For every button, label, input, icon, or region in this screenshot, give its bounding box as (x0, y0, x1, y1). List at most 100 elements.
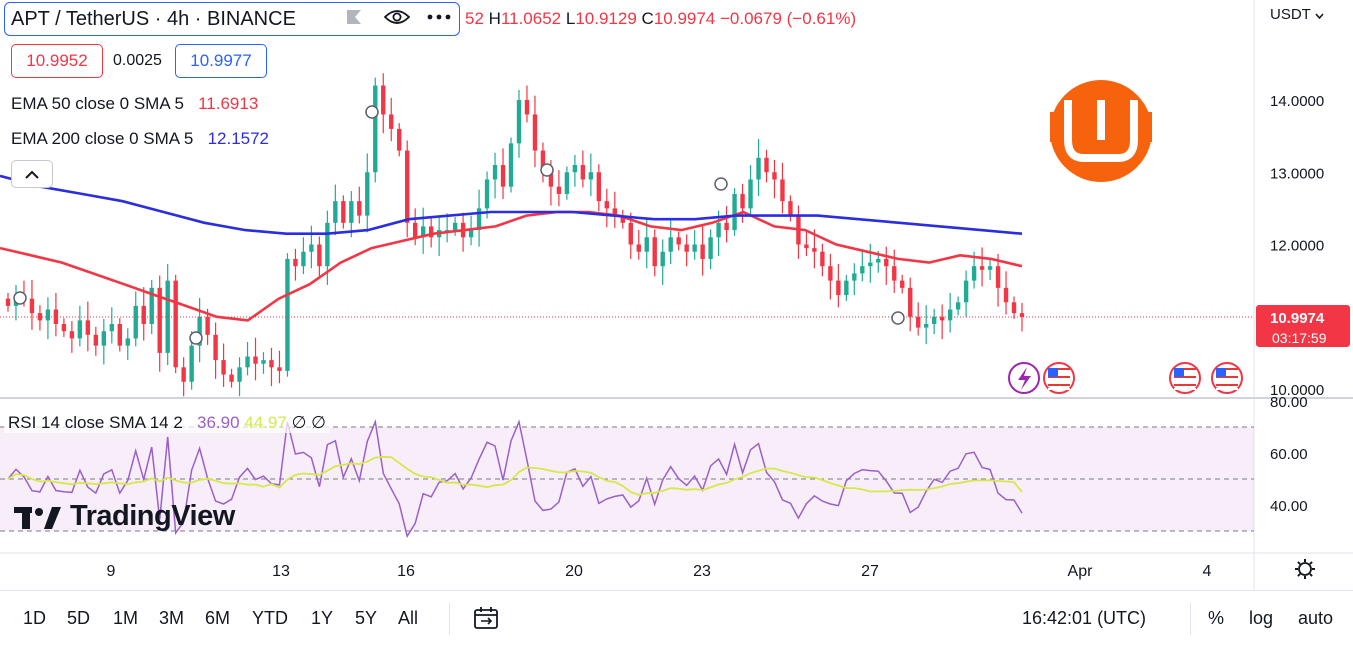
log-toggle[interactable]: log (1249, 608, 1274, 628)
tradingview-logo-text: TradingView (70, 500, 235, 532)
tradingview-logo-icon (14, 506, 61, 529)
candle-body (923, 323, 929, 328)
candle-body (428, 226, 434, 238)
tf-5y[interactable]: 5Y (355, 608, 378, 628)
candle-body (764, 157, 769, 173)
tf-ytd[interactable]: YTD (252, 608, 288, 628)
candle-body (45, 309, 51, 321)
buy-price-button[interactable]: 10.9977 (175, 44, 267, 78)
rsi-tick-label: 40.00 (1270, 498, 1308, 515)
candle-body (876, 258, 881, 263)
spread-value: 0.0025 (113, 52, 162, 69)
rsi-value: 36.90 (197, 413, 240, 432)
candle-body (117, 323, 122, 346)
settings-gear-icon[interactable] (1295, 559, 1315, 579)
tf-1y[interactable]: 1Y (311, 608, 334, 628)
candle-body (955, 302, 961, 310)
tf-6m[interactable]: 6M (205, 608, 231, 628)
candle-body (612, 208, 617, 216)
lightning-event-icon (1008, 362, 1040, 394)
candle-body (444, 230, 450, 232)
candle-body (181, 367, 186, 382)
price-tick-label: 14.0000 (1270, 93, 1324, 110)
candle-body (476, 208, 482, 231)
flag-stripe (1216, 388, 1238, 390)
candle-body (101, 331, 107, 346)
flag-stripe (1216, 376, 1238, 378)
candle-body (931, 316, 937, 324)
candle-body (900, 280, 905, 288)
candle-body (157, 287, 162, 353)
flag-stripe (1048, 380, 1070, 382)
flag-stripe (1216, 368, 1238, 370)
ema50-legend[interactable]: EMA 50 close 0 SMA 5 11.6913 (11, 94, 258, 114)
gear-center (1298, 562, 1312, 576)
last-price-tag (1256, 304, 1350, 347)
candle-body (668, 237, 673, 252)
candle-body (349, 201, 354, 223)
time-tick-label: 23 (693, 563, 711, 580)
tf-5d[interactable]: 5D (67, 608, 91, 628)
rsi-legend[interactable]: RSI 14 close SMA 14 2 36.90 44.97 ∅ ∅ (4, 413, 330, 433)
candle-body (844, 280, 849, 296)
flag-stripe (1048, 368, 1070, 370)
candle-body (237, 367, 242, 382)
tradingview-logo[interactable]: TradingView (14, 500, 235, 533)
utc-clock[interactable]: 16:42:01 (UTC) (1022, 608, 1147, 628)
candle-body (29, 298, 35, 314)
tf-3m[interactable]: 3M (159, 608, 185, 628)
flag-stripe (1216, 372, 1238, 374)
chevron-down-icon (1315, 13, 1324, 20)
candle-body (628, 222, 633, 245)
candle-body (468, 230, 474, 238)
event-marker-icon (714, 177, 728, 191)
candle-body (69, 331, 75, 339)
more-options-icon[interactable] (426, 7, 452, 27)
ema200-line (0, 174, 1023, 235)
candle-body (245, 356, 250, 368)
us-flag-icon (1043, 362, 1075, 394)
tf-1d[interactable]: 1D (23, 608, 47, 628)
eye-icon[interactable] (384, 7, 410, 27)
tf-all[interactable]: All (398, 608, 419, 628)
ema50-line (0, 210, 1023, 322)
percent-toggle[interactable]: % (1208, 608, 1225, 628)
flag-stripe (1216, 384, 1238, 386)
candle-body (828, 266, 833, 281)
collapse-legend-button[interactable] (11, 160, 53, 188)
currency-label: USDT (1270, 6, 1311, 23)
date-range-icon[interactable] (473, 606, 499, 635)
candle-body (548, 172, 554, 187)
open-value-partial: 52 (465, 9, 484, 28)
ema200-legend[interactable]: EMA 200 close 0 SMA 5 12.1572 (11, 129, 269, 149)
candle-body (812, 248, 817, 252)
bottom-toolbar: 1D 5D 1M 3M 6M YTD 1Y 5Y All 16:42:01 (U… (0, 590, 1353, 647)
sell-price-button[interactable]: 10.9952 (11, 44, 103, 78)
candle-body (285, 258, 290, 371)
candle-body (995, 266, 1001, 288)
candle-body (173, 280, 178, 368)
candle-body (293, 258, 298, 267)
candle-body (53, 309, 59, 324)
candle-body (389, 114, 394, 129)
candle-body (381, 85, 386, 115)
symbol-title: APT / TetherUS · 4h · BINANCE (11, 7, 296, 30)
chart-canvas[interactable]: 10.0000 12.0000 13.0000 14.0000 10.9974 03:17… (0, 0, 1353, 590)
candle-body (939, 316, 945, 321)
candle-body (532, 114, 538, 151)
candle-body (572, 165, 578, 173)
symbol-selector[interactable]: APT / TetherUS · 4h · BINANCE (4, 2, 460, 36)
candle-body (892, 266, 897, 281)
auto-toggle[interactable]: auto (1298, 608, 1334, 628)
candle-body (492, 165, 498, 180)
rsi-sma-value: 44.97 (244, 413, 287, 432)
currency-selector[interactable]: USDT (1270, 6, 1324, 23)
bitcoin-logo-mark (1064, 100, 1138, 162)
candle-body (524, 100, 530, 115)
time-tick-label: 13 (272, 563, 290, 580)
candle-body (317, 244, 322, 267)
candle-body (788, 201, 793, 216)
flag-icon[interactable] (345, 7, 363, 27)
tf-1m[interactable]: 1M (113, 608, 139, 628)
flag-stripe (1174, 384, 1196, 386)
